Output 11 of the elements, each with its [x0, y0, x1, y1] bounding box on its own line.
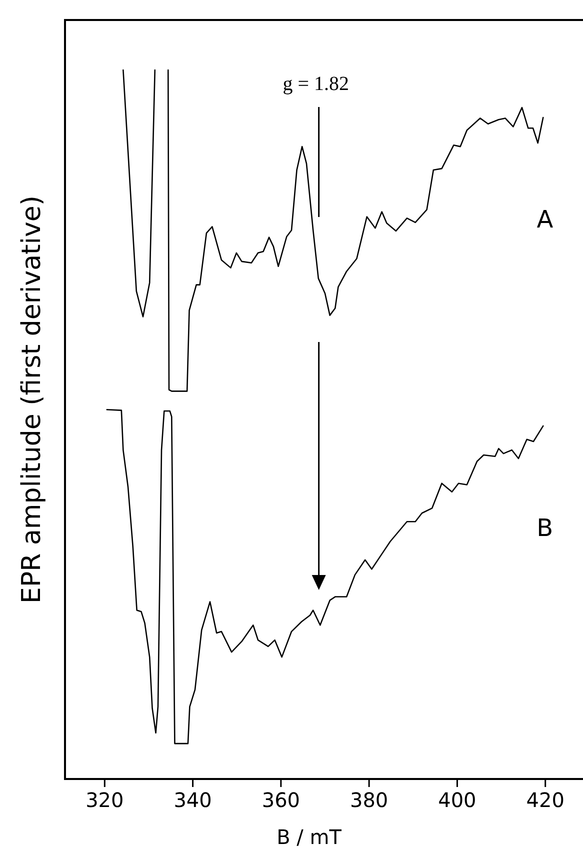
x-tick-label: 360 [262, 788, 300, 812]
text: B [536, 514, 554, 542]
text: A [536, 206, 554, 234]
x-tick-label: 340 [174, 788, 212, 812]
x-tick-label: 420 [526, 788, 564, 812]
x-tick-label: 400 [438, 788, 476, 812]
x-tick-label: 380 [350, 788, 388, 812]
x-axis-title: B / mT [276, 825, 342, 848]
x-tick-label: 320 [86, 788, 124, 812]
y-axis-title: EPR amplitude (first derivative) [17, 196, 47, 604]
annotation: g = 1.82 [282, 73, 349, 95]
